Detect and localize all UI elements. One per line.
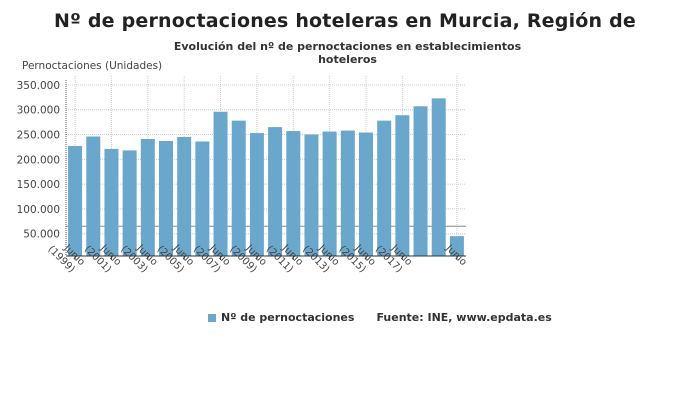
bar bbox=[68, 145, 83, 256]
bar bbox=[286, 131, 301, 256]
source-note: Fuente: INE, www.epdata.es bbox=[376, 311, 552, 324]
bar bbox=[268, 127, 283, 256]
bar bbox=[213, 111, 228, 256]
y-tick-label: 100.000 bbox=[17, 204, 60, 216]
bar bbox=[159, 140, 173, 256]
y-tick-label: 250.000 bbox=[17, 130, 60, 142]
bar bbox=[413, 106, 428, 256]
legend-swatch bbox=[208, 313, 216, 322]
bar bbox=[122, 150, 137, 256]
chart-subtitle: Evolución del nº de pernoctaciones en es… bbox=[173, 40, 522, 66]
bar bbox=[195, 141, 210, 256]
bar bbox=[304, 134, 319, 256]
bar bbox=[449, 236, 464, 256]
bar bbox=[140, 138, 155, 256]
y-tick-label: 350.000 bbox=[17, 80, 60, 92]
y-tick-label: 200.000 bbox=[17, 154, 60, 166]
bar bbox=[86, 136, 101, 256]
bar bbox=[177, 137, 192, 256]
bar bbox=[322, 131, 337, 256]
y-tick-label: 150.000 bbox=[17, 179, 60, 191]
bar bbox=[377, 120, 392, 256]
y-axis-label: Pernoctaciones (Unidades) bbox=[22, 60, 162, 72]
y-tick-label: 50.000 bbox=[23, 229, 60, 241]
legend: Nº de pernoctaciones Fuente: INE, www.ep… bbox=[208, 311, 552, 324]
bar bbox=[231, 120, 246, 256]
y-tick-label: 300.000 bbox=[17, 105, 60, 117]
bar bbox=[249, 133, 264, 256]
legend-label: Nº de pernoctaciones bbox=[221, 311, 355, 324]
bar bbox=[340, 130, 355, 256]
bar bbox=[431, 98, 446, 256]
bar bbox=[104, 148, 119, 256]
bar bbox=[359, 132, 373, 256]
bar bbox=[395, 115, 410, 256]
chart-title: Nº de pernoctaciones hoteleras en Murcia… bbox=[54, 10, 636, 32]
x-tick-label: Junio bbox=[443, 242, 469, 268]
bars bbox=[68, 98, 464, 256]
y-axis-ticks: 50.000 100.000 150.000 200.000 250.000 300.00… bbox=[17, 80, 60, 241]
